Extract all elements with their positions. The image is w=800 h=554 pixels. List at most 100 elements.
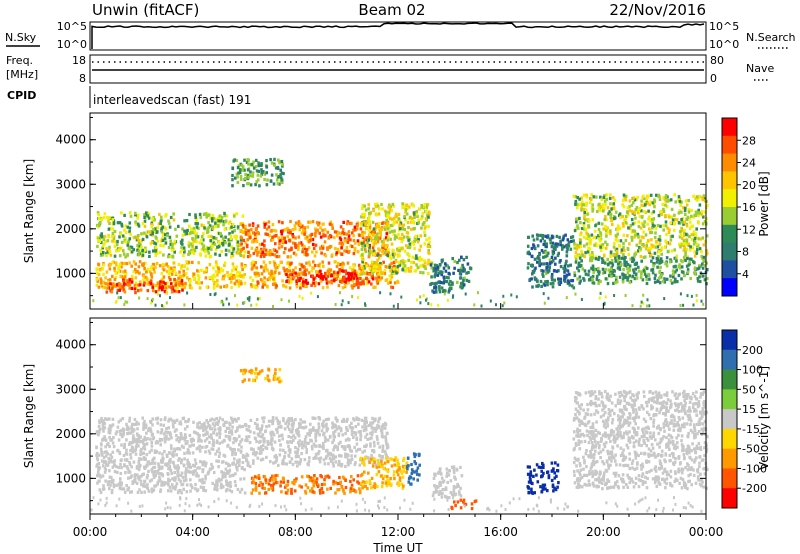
power-cell bbox=[559, 277, 563, 281]
power-cell bbox=[290, 261, 293, 265]
power-cell bbox=[447, 266, 451, 270]
power-cell bbox=[100, 284, 104, 288]
power-cell bbox=[604, 214, 607, 218]
power-cell bbox=[599, 195, 602, 199]
power-cell bbox=[372, 249, 376, 253]
velocity-cell bbox=[315, 429, 318, 433]
velocity-cell bbox=[202, 460, 206, 464]
velocity-cell bbox=[157, 464, 161, 468]
power-cell bbox=[377, 275, 381, 279]
power-cell bbox=[224, 248, 228, 252]
power-cell bbox=[361, 234, 364, 238]
power-cell bbox=[296, 243, 299, 247]
power-cell bbox=[188, 279, 192, 283]
power-cell bbox=[97, 216, 101, 221]
velocity-cell bbox=[363, 449, 367, 453]
velocity-cell bbox=[165, 453, 169, 457]
power-cell bbox=[154, 290, 158, 294]
velocity-cell bbox=[252, 431, 256, 435]
velocity-cell bbox=[184, 420, 187, 424]
power-cell bbox=[270, 271, 274, 275]
power-cell bbox=[267, 225, 271, 229]
power-cell bbox=[377, 256, 381, 260]
power-cell bbox=[627, 213, 630, 217]
velocity-cell bbox=[241, 460, 245, 465]
power-cell bbox=[285, 261, 289, 265]
power-cell bbox=[456, 261, 459, 265]
power-cell bbox=[318, 274, 321, 278]
power-cell bbox=[643, 272, 647, 276]
power-cell bbox=[251, 174, 254, 178]
velocity-cell bbox=[309, 438, 312, 442]
power-cell bbox=[288, 248, 291, 252]
power-cell bbox=[610, 267, 613, 271]
power-cell bbox=[628, 199, 632, 203]
power-cell bbox=[249, 170, 252, 174]
power-cell bbox=[648, 215, 651, 219]
power-cell bbox=[182, 269, 185, 273]
velocity-cell bbox=[131, 450, 134, 454]
power-cell bbox=[271, 238, 275, 242]
velocity-cell bbox=[261, 457, 265, 461]
power-cell bbox=[703, 264, 707, 268]
power-cell bbox=[194, 215, 197, 219]
power-cell bbox=[390, 209, 393, 213]
power-cell bbox=[690, 208, 693, 212]
power-cell bbox=[649, 246, 653, 251]
power-cell bbox=[113, 254, 117, 258]
power-cell bbox=[391, 223, 394, 227]
velocity-cell bbox=[342, 417, 345, 422]
power-cell bbox=[250, 246, 254, 250]
velocity-cell bbox=[218, 426, 222, 430]
power-cell bbox=[286, 235, 290, 239]
power-cell bbox=[576, 226, 580, 230]
power-cell bbox=[273, 270, 277, 274]
power-cell bbox=[263, 239, 266, 243]
power-cell bbox=[624, 238, 628, 243]
power-cell bbox=[120, 211, 123, 215]
power-cell bbox=[403, 249, 407, 253]
velocity-cell bbox=[176, 464, 179, 468]
power-cell bbox=[121, 285, 125, 289]
velocity-cell bbox=[96, 458, 100, 462]
power-cell bbox=[695, 227, 698, 231]
power-cell bbox=[683, 228, 686, 232]
velocity-cell bbox=[152, 436, 156, 440]
power-cell bbox=[678, 263, 681, 267]
power-cell bbox=[175, 281, 178, 285]
power-cell bbox=[682, 222, 685, 226]
power-cell bbox=[262, 266, 266, 270]
power-cell bbox=[702, 255, 706, 259]
power-cell bbox=[576, 206, 579, 210]
power-cell bbox=[408, 246, 411, 250]
power-cell bbox=[433, 282, 436, 286]
power-cell bbox=[274, 242, 277, 246]
velocity-cell bbox=[304, 425, 308, 429]
velocity-cell bbox=[169, 469, 173, 473]
velocity-cell bbox=[122, 431, 125, 435]
power-cell bbox=[418, 255, 422, 259]
power-cell bbox=[459, 276, 463, 280]
velocity-cell bbox=[350, 421, 353, 425]
power-cell bbox=[243, 281, 247, 285]
velocity-cell bbox=[287, 422, 291, 426]
power-cell bbox=[642, 255, 646, 259]
power-cell bbox=[165, 301, 168, 305]
power-cell bbox=[380, 202, 383, 207]
power-cell bbox=[576, 196, 579, 200]
power-cell bbox=[694, 272, 697, 276]
power-cell bbox=[557, 279, 561, 283]
power-cell bbox=[224, 235, 227, 239]
power-cell bbox=[620, 256, 624, 260]
velocity-cell bbox=[357, 447, 360, 452]
power-cell bbox=[227, 274, 231, 278]
power-cell bbox=[266, 252, 269, 256]
power-cell bbox=[346, 240, 350, 244]
power-cell bbox=[415, 263, 418, 267]
power-cell bbox=[404, 208, 408, 212]
power-cell bbox=[697, 266, 701, 270]
power-cell bbox=[359, 276, 362, 281]
power-cell bbox=[442, 275, 446, 279]
power-cell bbox=[229, 280, 233, 284]
velocity-cell bbox=[317, 416, 320, 420]
